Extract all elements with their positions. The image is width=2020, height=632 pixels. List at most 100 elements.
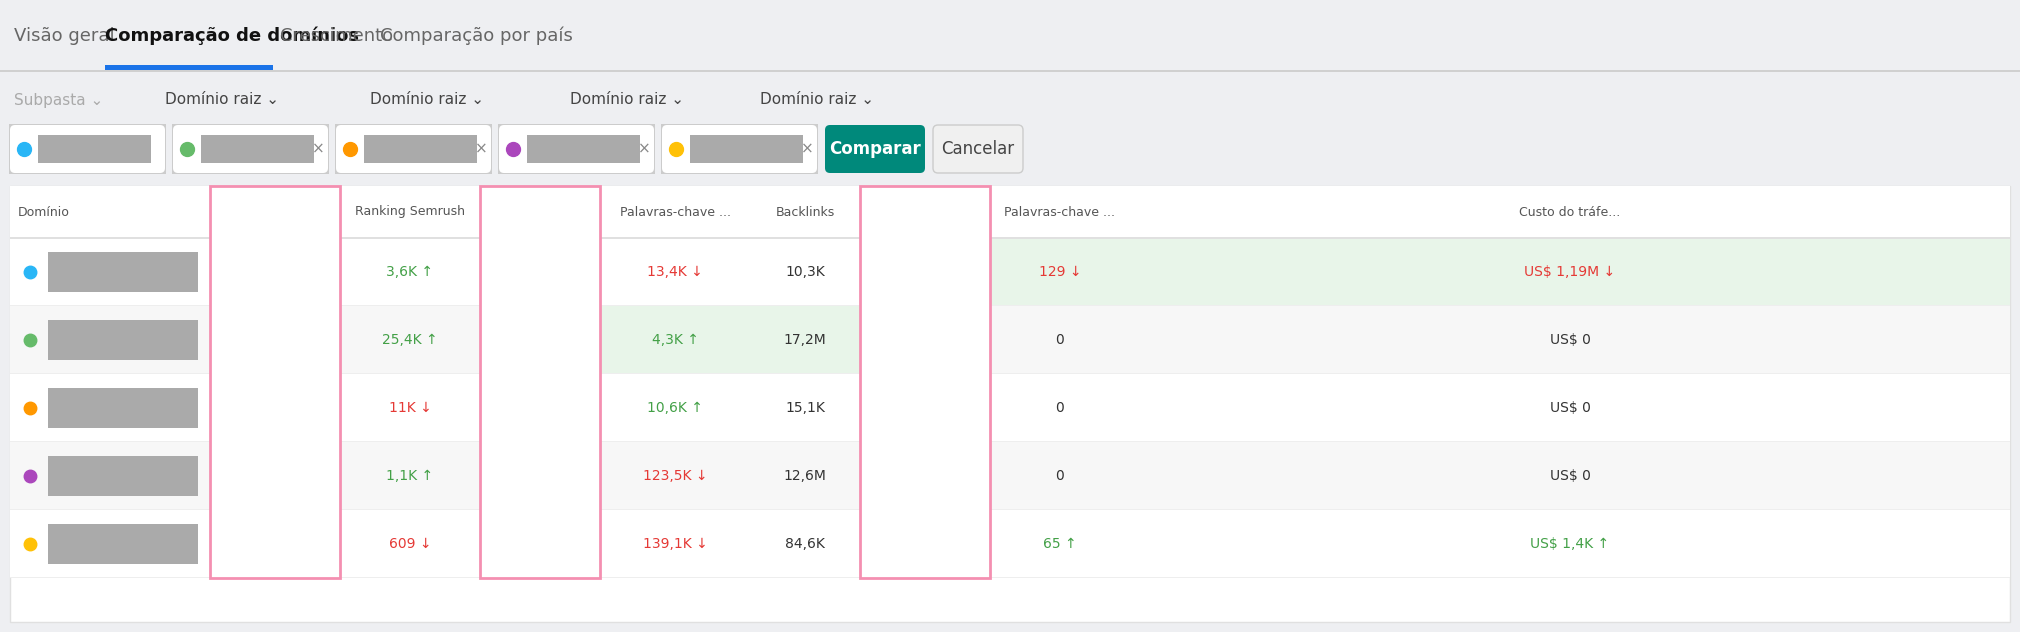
Text: 65 ↑: 65 ↑ [1042, 537, 1077, 551]
Text: US$ 0: US$ 0 [1549, 401, 1590, 415]
Text: 60: 60 [265, 537, 285, 552]
Text: 129 ↓: 129 ↓ [1038, 265, 1081, 279]
Text: 127,6K: 127,6K [901, 469, 949, 483]
Text: Domínio raiz ⌄: Domínio raiz ⌄ [166, 92, 279, 107]
Text: 13,4K ↓: 13,4K ↓ [646, 265, 703, 279]
Text: 25,4K ↑: 25,4K ↑ [382, 333, 438, 347]
Text: 0: 0 [1056, 401, 1065, 415]
Text: Domínio raiz ⌄: Domínio raiz ⌄ [570, 92, 685, 107]
Bar [105, 65, 273, 70]
Text: Domínio: Domínio [18, 205, 71, 219]
Text: Custo do tráfe...: Custo do tráfe... [1519, 205, 1620, 219]
Bar [10, 306, 2010, 374]
Bar [990, 238, 1129, 306]
Bar [10, 237, 2010, 238]
Bar [10, 373, 2010, 374]
Text: 10,6K ↑: 10,6K ↑ [646, 401, 703, 415]
Bar [364, 135, 477, 163]
Bar [861, 442, 990, 510]
Bar [10, 510, 2010, 578]
Bar [661, 124, 818, 174]
Bar [10, 305, 2010, 306]
Bar [210, 238, 339, 306]
Text: 2K: 2K [917, 401, 933, 415]
FancyBboxPatch shape [824, 125, 925, 173]
Text: Domínios de ref.: Domínios de ref. [875, 205, 976, 219]
Text: 10,3K: 10,3K [786, 265, 824, 279]
Text: Comparar: Comparar [828, 140, 921, 158]
Text: Authority Score: Authority Score [226, 205, 323, 219]
Text: Ranking Semrush: Ranking Semrush [356, 205, 465, 219]
Bar [48, 456, 198, 496]
Bar [861, 186, 990, 578]
Text: US$ 1,4K ↑: US$ 1,4K ↑ [1531, 537, 1610, 551]
Bar [481, 186, 600, 578]
FancyBboxPatch shape [499, 125, 654, 173]
Text: US$ 0: US$ 0 [1549, 333, 1590, 347]
Text: 16,5K ↑: 16,5K ↑ [511, 333, 568, 347]
Text: Palavras-chave ...: Palavras-chave ... [620, 205, 731, 219]
Bar [202, 135, 313, 163]
Bar [48, 320, 198, 360]
Text: 87,6K ↓: 87,6K ↓ [511, 265, 568, 279]
Text: Crescimento: Crescimento [281, 27, 394, 45]
Bar [48, 252, 198, 292]
Text: 84,6K: 84,6K [786, 537, 824, 551]
Text: 92,6K: 92,6K [905, 333, 945, 347]
Bar [10, 186, 2010, 238]
Text: Palavras-chave ...: Palavras-chave ... [1004, 205, 1115, 219]
Text: 49,9K ↓: 49,9K ↓ [511, 401, 568, 415]
Bar [749, 306, 861, 374]
Bar [48, 388, 198, 428]
Bar [48, 524, 198, 564]
FancyBboxPatch shape [335, 125, 491, 173]
Bar [172, 124, 329, 174]
Text: 123,5K ↓: 123,5K ↓ [642, 469, 707, 483]
Text: Backlinks: Backlinks [776, 205, 834, 219]
Text: 0: 0 [1056, 333, 1065, 347]
Text: Domínio raiz ⌄: Domínio raiz ⌄ [370, 92, 485, 107]
Bar [600, 306, 749, 374]
Text: ×: × [475, 142, 487, 157]
Text: 3,6K ↑: 3,6K ↑ [386, 265, 434, 279]
Bar [335, 124, 493, 174]
Bar [499, 124, 654, 174]
Text: 1,6M ↓: 1,6M ↓ [515, 537, 566, 551]
Bar [527, 135, 640, 163]
Bar [10, 577, 2010, 578]
Text: 4,3K ↑: 4,3K ↑ [652, 333, 699, 347]
Text: 8,6K: 8,6K [909, 537, 941, 551]
Text: US$ 0: US$ 0 [1549, 469, 1590, 483]
Text: Tráfego org.: Tráfego org. [503, 205, 578, 219]
Bar [10, 186, 2010, 622]
FancyBboxPatch shape [663, 125, 816, 173]
Text: 68: 68 [265, 468, 285, 483]
Text: 39: 39 [265, 401, 285, 415]
Bar [691, 135, 804, 163]
Text: Visão geral: Visão geral [14, 27, 115, 45]
Text: Subpasta ⌄: Subpasta ⌄ [14, 92, 103, 107]
Text: 12,6M: 12,6M [784, 469, 826, 483]
FancyBboxPatch shape [10, 125, 166, 173]
Text: Comparação de domínios: Comparação de domínios [105, 27, 360, 46]
Bar [210, 186, 339, 578]
FancyBboxPatch shape [174, 125, 327, 173]
Text: 17,2M: 17,2M [784, 333, 826, 347]
Text: ×: × [311, 142, 325, 157]
Text: 770,1K ↑: 770,1K ↑ [507, 469, 572, 483]
Text: ×: × [638, 142, 650, 157]
Text: 1,1K ↑: 1,1K ↑ [386, 469, 434, 483]
Bar [0, 70, 2020, 71]
Text: Comparação por país: Comparação por país [380, 27, 574, 46]
Bar [10, 374, 2010, 442]
Text: 11K ↓: 11K ↓ [388, 401, 432, 415]
Text: 75: 75 [265, 265, 285, 279]
Bar [0, 73, 2020, 123]
Text: Cancelar: Cancelar [941, 140, 1014, 158]
Bar [10, 441, 2010, 442]
Text: 1,2K: 1,2K [909, 265, 941, 279]
Bar [0, 0, 2020, 72]
Text: 609 ↓: 609 ↓ [388, 537, 430, 551]
Text: 139,1K ↓: 139,1K ↓ [642, 537, 707, 551]
Text: 15,1K: 15,1K [786, 401, 824, 415]
